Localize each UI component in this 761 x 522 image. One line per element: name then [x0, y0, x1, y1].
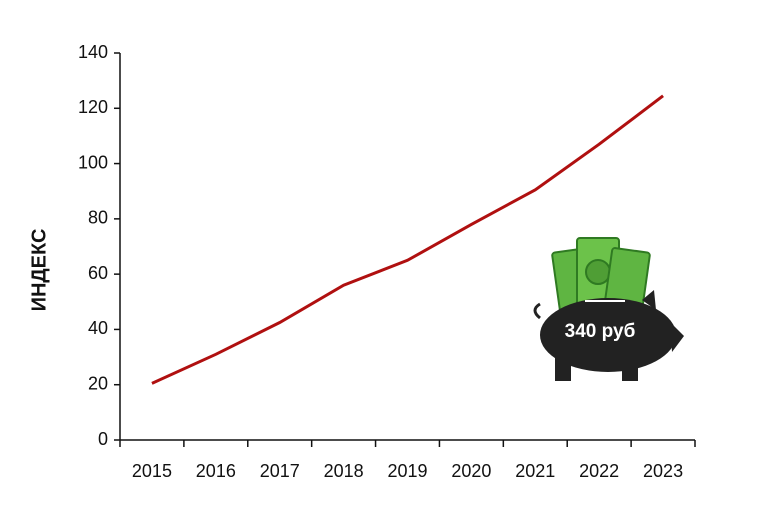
x-tick-label: 2023 [643, 461, 683, 481]
y-tick-label: 40 [88, 318, 108, 338]
x-tick-label: 2016 [196, 461, 236, 481]
y-tick-label: 80 [88, 208, 108, 228]
x-tick-label: 2022 [579, 461, 619, 481]
piggy-bank-icon [533, 237, 684, 381]
x-tick-label: 2015 [132, 461, 172, 481]
x-tick-label: 2020 [451, 461, 491, 481]
y-tick-label: 100 [78, 152, 108, 172]
y-tick-label: 140 [78, 42, 108, 62]
y-tick-label: 60 [88, 263, 108, 283]
y-axis-label: ИНДЕКС [28, 229, 50, 312]
x-tick-label: 2021 [515, 461, 555, 481]
y-tick-label: 0 [98, 429, 108, 449]
x-tick-label: 2019 [387, 461, 427, 481]
y-tick-label: 20 [88, 373, 108, 393]
x-tick-label: 2017 [260, 461, 300, 481]
annotation: 340 руб [565, 321, 636, 342]
x-tick-label: 2018 [324, 461, 364, 481]
y-tick-label: 120 [78, 97, 108, 117]
data-line [151, 94, 664, 385]
